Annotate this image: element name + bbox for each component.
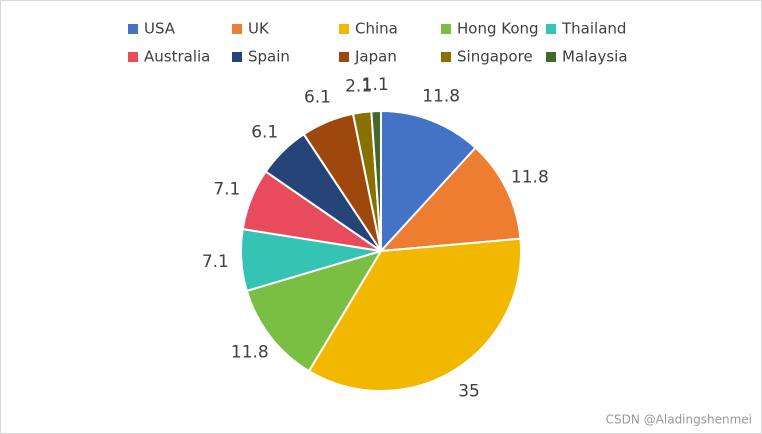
- legend-swatch: [546, 52, 556, 62]
- legend-swatch: [232, 52, 242, 62]
- legend-swatch: [128, 52, 138, 62]
- data-label: 11.8: [422, 86, 460, 106]
- legend-swatch: [441, 52, 451, 62]
- data-label: 6.1: [304, 88, 331, 108]
- legend-label: Thailand: [561, 20, 626, 38]
- legend-label: USA: [144, 20, 176, 38]
- legend-swatch: [546, 24, 556, 34]
- legend-swatch: [441, 24, 451, 34]
- data-label: 11.8: [511, 168, 549, 188]
- data-label: 1.1: [362, 75, 389, 95]
- data-label: 7.1: [213, 179, 240, 199]
- legend-label: Malaysia: [562, 48, 628, 66]
- legend-label: Spain: [248, 48, 290, 66]
- legend-label: China: [355, 20, 398, 38]
- legend-label: Singapore: [457, 48, 533, 66]
- data-label: 35: [458, 382, 480, 402]
- pie-slice: [378, 146, 522, 253]
- watermark: CSDN @Aladingshenmei: [606, 413, 752, 427]
- legend-swatch: [339, 52, 349, 62]
- legend-swatch: [339, 24, 349, 34]
- data-label: 11.8: [231, 343, 269, 363]
- legend-label: UK: [248, 20, 270, 38]
- legend-swatch: [232, 24, 242, 34]
- pie-slice: [370, 109, 382, 252]
- legend-swatch: [128, 24, 138, 34]
- legend-label: Japan: [354, 48, 397, 66]
- data-label: 6.1: [251, 123, 278, 143]
- legend-label: Hong Kong: [457, 20, 539, 38]
- data-label: 2.1: [345, 77, 372, 97]
- pie-slice: [380, 109, 477, 254]
- pie-slice: [307, 237, 522, 392]
- data-label: 7.1: [202, 252, 229, 272]
- legend-label: Australia: [144, 48, 210, 66]
